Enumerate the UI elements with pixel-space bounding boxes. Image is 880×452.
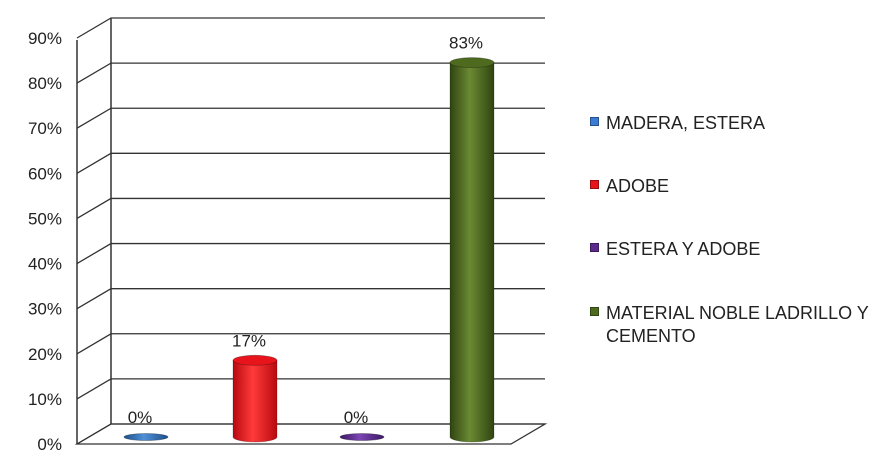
legend-item-madera-estera[interactable]: MADERA, ESTERA — [590, 112, 765, 135]
y-tick-label: 50% — [28, 209, 62, 228]
legend-swatch — [590, 243, 599, 252]
gridline — [76, 288, 545, 310]
legend-swatch — [590, 180, 599, 189]
gridline — [76, 378, 545, 400]
gridline — [76, 242, 545, 265]
y-tick-label: 10% — [28, 390, 62, 409]
legend-label: MATERIAL NOBLE LADRILLO Y CEMENTO — [606, 303, 869, 346]
gridline — [76, 62, 545, 84]
data-label: 0% — [128, 408, 153, 427]
floor — [74, 423, 548, 445]
data-label: 83% — [449, 34, 483, 53]
legend-swatch — [590, 117, 599, 126]
bar-disc — [123, 433, 169, 441]
gridline — [76, 152, 545, 174]
legend-label: ADOBE — [606, 176, 670, 196]
gridline — [76, 107, 545, 129]
legend-swatch — [590, 307, 599, 316]
legend-item-material-noble[interactable]: MATERIAL NOBLE LADRILLO Y CEMENTO — [590, 302, 880, 348]
data-label: 0% — [344, 408, 369, 427]
data-labels: 0% 17% 0% 83% — [128, 34, 483, 427]
y-tick-label: 40% — [28, 255, 62, 274]
data-label: 17% — [232, 331, 266, 350]
legend-label: MADERA, ESTERA — [606, 113, 766, 133]
gridline — [76, 197, 545, 220]
bar-disc — [339, 433, 385, 441]
bar-body — [232, 359, 278, 443]
gridlines — [74, 17, 548, 445]
y-tick-label: 80% — [28, 74, 62, 93]
bar-1 — [123, 433, 169, 441]
legend-item-adobe[interactable]: ADOBE — [590, 175, 669, 198]
legend-item-estera-y-adobe[interactable]: ESTERA Y ADOBE — [590, 238, 760, 261]
y-tick-label: 30% — [28, 300, 62, 319]
legend-label: ESTERA Y ADOBE — [606, 239, 761, 259]
bar-2 — [232, 354, 278, 443]
gridline — [76, 17, 545, 39]
bar-4 — [449, 57, 495, 443]
bar-top — [449, 57, 495, 68]
gridline — [76, 333, 545, 355]
y-tick-label: 60% — [28, 164, 62, 183]
y-tick-label: 0% — [37, 435, 62, 452]
y-tick-label: 90% — [28, 29, 62, 48]
y-axis-ticks: 0% 10% 20% 30% 40% 50% 60% 70% 80% 90% — [28, 29, 62, 452]
bar-body — [449, 62, 495, 443]
y-tick-label: 70% — [28, 119, 62, 138]
bars — [123, 57, 495, 443]
bar-top — [232, 354, 278, 366]
bar-3 — [339, 433, 385, 441]
y-tick-label: 20% — [28, 345, 62, 364]
